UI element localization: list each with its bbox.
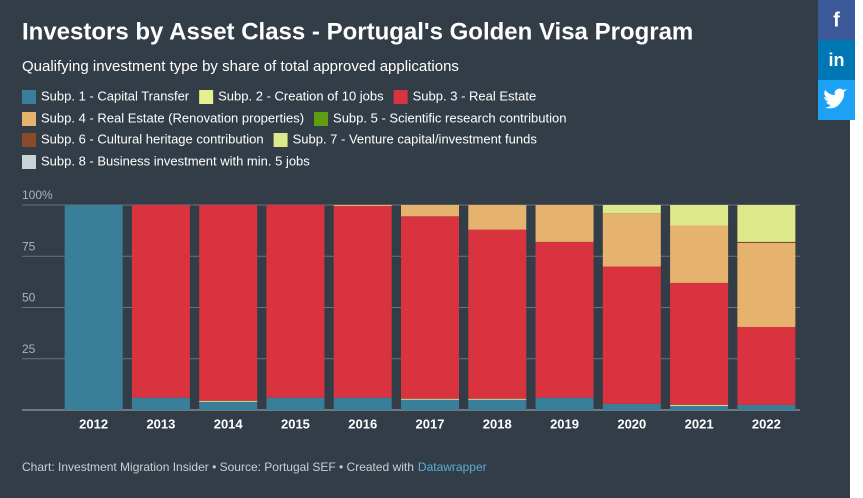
x-tick-label: 2022 (752, 416, 781, 431)
bar-segment (670, 225, 729, 283)
bar-segment (737, 404, 796, 410)
legend-swatch (22, 90, 36, 104)
bar-segment (266, 397, 325, 410)
bar-segment (199, 401, 258, 410)
bar-segment (468, 205, 527, 230)
y-tick-label: 50 (22, 291, 36, 305)
bar-segment (64, 205, 123, 410)
bar-segment (401, 398, 459, 400)
bar-segment (468, 399, 527, 410)
x-tick-label: 2021 (685, 416, 714, 431)
bar-segment (401, 205, 459, 217)
chart-title: Investors by Asset Class - Portugal's Go… (22, 18, 693, 45)
x-tick-label: 2015 (281, 416, 310, 431)
bar-segment (131, 397, 190, 410)
bar-segment (602, 205, 661, 214)
bar-segment (602, 266, 661, 404)
y-tick-label: 25 (22, 342, 36, 356)
legend-swatch (22, 112, 36, 126)
x-tick-label: 2013 (146, 416, 175, 431)
bar-segment (670, 405, 729, 410)
legend-swatch (199, 90, 214, 104)
bar-segment (401, 399, 459, 410)
x-tick-label: 2018 (483, 416, 512, 431)
legend-swatch (314, 112, 329, 126)
linkedin-icon[interactable]: in (829, 50, 845, 70)
legend-label: Subp. 8 - Business investment with min. … (41, 153, 310, 168)
legend-swatch (273, 133, 288, 147)
bar-segment (737, 205, 796, 242)
bar-segment (670, 404, 729, 406)
x-tick-label: 2017 (416, 416, 445, 431)
bar-segment (468, 229, 527, 399)
bar-segment (737, 242, 796, 327)
bar-segment (266, 205, 325, 398)
facebook-button[interactable] (818, 0, 855, 40)
bar-segment (131, 205, 190, 398)
bar-segment (199, 205, 258, 401)
bar-segment (602, 213, 661, 267)
x-tick-label: 2014 (214, 416, 244, 431)
bar-segment (602, 403, 661, 410)
bar-segment (737, 326, 796, 405)
x-tick-label: 2019 (550, 416, 579, 431)
facebook-icon[interactable]: f (833, 9, 840, 31)
source-link[interactable]: Datawrapper (418, 460, 487, 474)
bar-segment (333, 397, 392, 410)
source: Chart: Investment Migration Insider • So… (22, 460, 414, 474)
legend-label: Subp. 6 - Cultural heritage contribution (41, 131, 264, 146)
y-tick-label: 75 (22, 239, 36, 253)
bar-segment (737, 241, 796, 243)
legend-label: Subp. 5 - Scientific research contributi… (333, 110, 566, 125)
chart-subtitle: Qualifying investment type by share of t… (22, 58, 459, 75)
x-tick-label: 2012 (79, 416, 108, 431)
bar-segment (670, 282, 729, 405)
legend-swatch (393, 90, 408, 104)
bar-segment (401, 216, 459, 399)
bar-segment (199, 400, 258, 402)
legend-swatch (22, 133, 36, 147)
legend-label: Subp. 2 - Creation of 10 jobs (218, 88, 384, 103)
legend-label: Subp. 7 - Venture capital/investment fun… (293, 131, 538, 146)
bar-segment (333, 206, 392, 398)
x-tick-label: 2020 (617, 416, 646, 431)
bar-segment (468, 398, 527, 400)
legend-swatch (22, 155, 36, 169)
bar-segment (535, 397, 594, 410)
y-tick-label: 100% (22, 188, 53, 202)
legend-label: Subp. 4 - Real Estate (Renovation proper… (41, 110, 304, 125)
legend-label: Subp. 1 - Capital Transfer (41, 88, 190, 103)
linkedin-button[interactable] (818, 40, 855, 80)
twitter-icon[interactable] (823, 88, 847, 109)
bar-segment (535, 205, 594, 242)
x-tick-label: 2016 (348, 416, 377, 431)
bar-segment (333, 205, 392, 207)
bar-segment (670, 205, 729, 226)
legend-label: Subp. 3 - Real Estate (413, 88, 537, 103)
bar-segment (535, 241, 594, 398)
